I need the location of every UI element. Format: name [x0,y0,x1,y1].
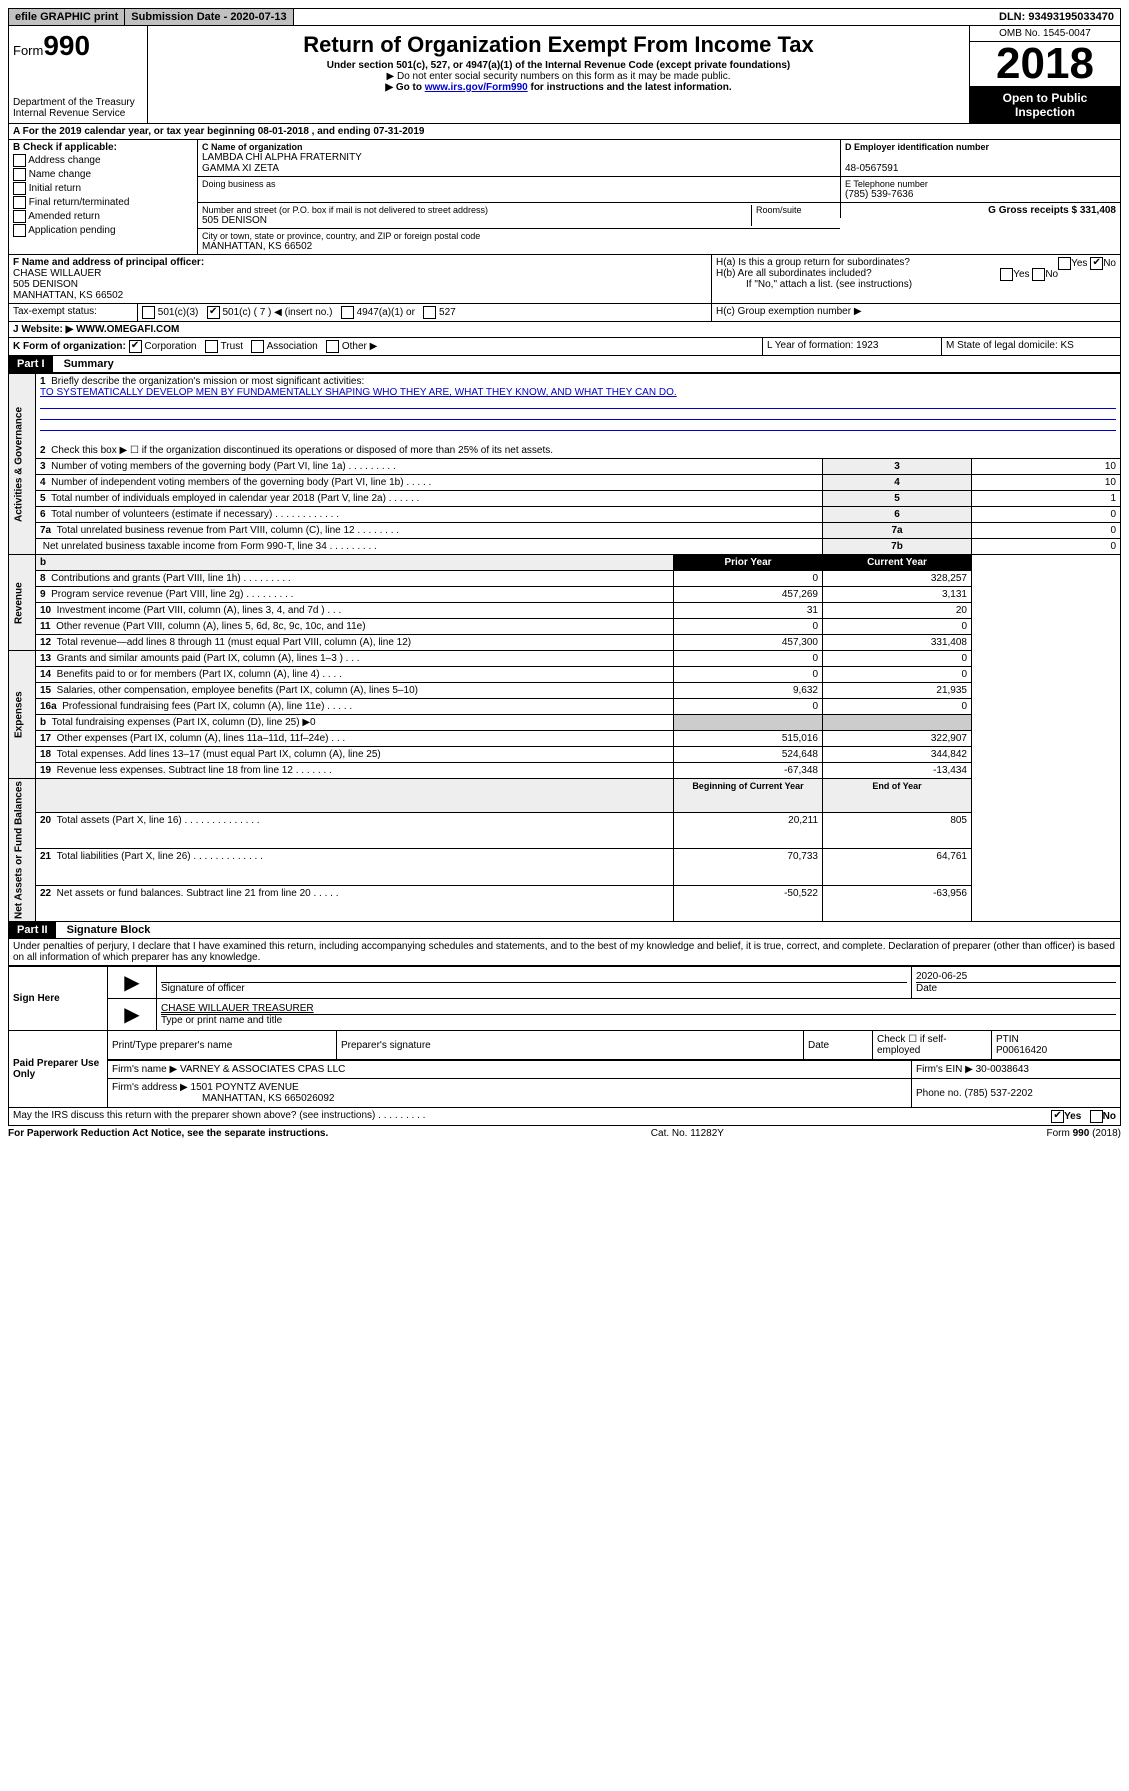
city-label: City or town, state or province, country… [202,231,836,241]
org-name-label: C Name of organization [202,142,836,152]
row-j: J Website: ▶ WWW.OMEGAFI.COM [8,322,1121,338]
prep-name-label: Print/Type preparer's name [108,1031,337,1060]
perjury-declaration: Under penalties of perjury, I declare th… [8,939,1121,966]
gross-receipts: G Gross receipts $ 331,408 [988,205,1116,216]
chk-amended[interactable]: Amended return [13,210,193,223]
officer-addr1: 505 DENISON [13,279,78,290]
ein-value: 48-0567591 [845,163,1116,174]
page-footer: For Paperwork Reduction Act Notice, see … [8,1126,1121,1141]
section-b-to-g: B Check if applicable: Address change Na… [8,140,1121,255]
chk-final-return[interactable]: Final return/terminated [13,196,193,209]
firm-phone: (785) 537-2202 [964,1088,1032,1099]
firm-name: VARNEY & ASSOCIATES CPAS LLC [180,1064,345,1075]
footer-mid: Cat. No. 11282Y [651,1128,724,1139]
sig-date: 2020-06-25 [916,971,1116,982]
officer-label: F Name and address of principal officer: [13,257,204,268]
form-header: Form990 Department of the Treasury Inter… [8,26,1121,124]
chk-pending[interactable]: Application pending [13,224,193,237]
efile-btn[interactable]: efile GRAPHIC print [9,9,125,25]
city-state-zip: MANHATTAN, KS 66502 [202,241,836,252]
sig-date-label: Date [916,982,1116,994]
row-a-tax-year: A For the 2019 calendar year, or tax yea… [8,124,1121,140]
part-1-header: Part I Summary [8,356,1121,373]
phone-label: E Telephone number [845,179,1116,189]
room-label: Room/suite [756,205,836,215]
irs-link[interactable]: www.irs.gov/Form990 [425,82,528,93]
dln: DLN: 93493195033470 [993,9,1120,25]
org-name: LAMBDA CHI ALPHA FRATERNITY [202,152,836,163]
footer-left: For Paperwork Reduction Act Notice, see … [8,1128,328,1139]
q2-label: Check this box ▶ ☐ if the organization d… [51,445,553,456]
section-f-h: F Name and address of principal officer:… [8,255,1121,304]
chk-initial-return[interactable]: Initial return [13,182,193,195]
ein-label: D Employer identification number [845,142,1116,152]
dba-label: Doing business as [202,179,836,189]
officer-printed-name: CHASE WILLAUER TREASURER [161,1003,314,1014]
year-formation: L Year of formation: 1923 [762,338,941,355]
printed-name-label: Type or print name and title [161,1015,1116,1026]
footer-right: Form 990 (2018) [1047,1128,1121,1139]
sign-here-label: Sign Here [9,967,108,1031]
street-address: 505 DENISON [202,215,751,226]
discuss-row: May the IRS discuss this return with the… [8,1108,1121,1126]
officer-addr2: MANHATTAN, KS 66502 [13,290,123,301]
subtitle-1: Under section 501(c), 527, or 4947(a)(1)… [152,60,965,71]
phone-value: (785) 539-7636 [845,189,1116,200]
open-public: Open to Public Inspection [970,87,1120,123]
ha-group-return: H(a) Is this a group return for subordin… [716,257,1116,268]
form-number: Form990 [13,30,143,62]
prep-date-label: Date [804,1031,873,1060]
signature-table: Sign Here ▶ Signature of officer 2020-06… [8,966,1121,1108]
q1-label: Briefly describe the organization's miss… [51,376,364,387]
hc-exemption: H(c) Group exemption number ▶ [711,304,1120,321]
paid-preparer-label: Paid Preparer Use Only [9,1031,108,1108]
tab-governance: Activities & Governance [9,374,36,555]
tab-net-assets: Net Assets or Fund Balances [9,779,36,922]
tax-exempt-label: Tax-exempt status: [9,304,138,321]
part-2-header: Part II Signature Block [8,922,1121,939]
org-name-2: GAMMA XI ZETA [202,163,836,174]
chk-name-change[interactable]: Name change [13,168,193,181]
dept-treasury: Department of the Treasury Internal Reve… [13,97,143,119]
submission-date: Submission Date - 2020-07-13 [125,9,293,25]
tab-revenue: Revenue [9,555,36,651]
row-k-l-m: K Form of organization: ✔ Corporation Tr… [8,338,1121,356]
summary-table: Activities & Governance 1 Briefly descri… [8,373,1121,922]
tax-year: 2018 [970,42,1120,87]
firm-addr2: MANHATTAN, KS 665026092 [112,1093,334,1104]
tab-expenses: Expenses [9,651,36,779]
firm-addr1: 1501 POYNTZ AVENUE [191,1082,299,1093]
subtitle-2: ▶ Do not enter social security numbers o… [152,71,965,82]
sig-officer-label: Signature of officer [161,983,907,994]
prep-sig-label: Preparer's signature [337,1031,804,1060]
mission-text: TO SYSTEMATICALLY DEVELOP MEN BY FUNDAME… [40,387,677,398]
state-domicile: M State of legal domicile: KS [941,338,1120,355]
subtitle-3: ▶ Go to www.irs.gov/Form990 for instruct… [152,82,965,93]
hb-subordinates: H(b) Are all subordinates included? Yes … [716,268,1116,279]
officer-name: CHASE WILLAUER [13,268,101,279]
addr-label: Number and street (or P.O. box if mail i… [202,205,751,215]
firm-ein: 30-0038643 [976,1064,1029,1075]
prep-self-emp: Check ☐ if self-employed [873,1031,992,1060]
col-b-checkboxes: B Check if applicable: Address change Na… [9,140,198,254]
chk-address-change[interactable]: Address change [13,154,193,167]
ptin-value: P00616420 [996,1045,1047,1056]
form-title: Return of Organization Exempt From Incom… [152,32,965,58]
website: J Website: ▶ WWW.OMEGAFI.COM [13,324,179,335]
top-bar: efile GRAPHIC print Submission Date - 20… [8,8,1121,26]
row-i-j: Tax-exempt status: 501(c)(3) ✔ 501(c) ( … [8,304,1121,322]
